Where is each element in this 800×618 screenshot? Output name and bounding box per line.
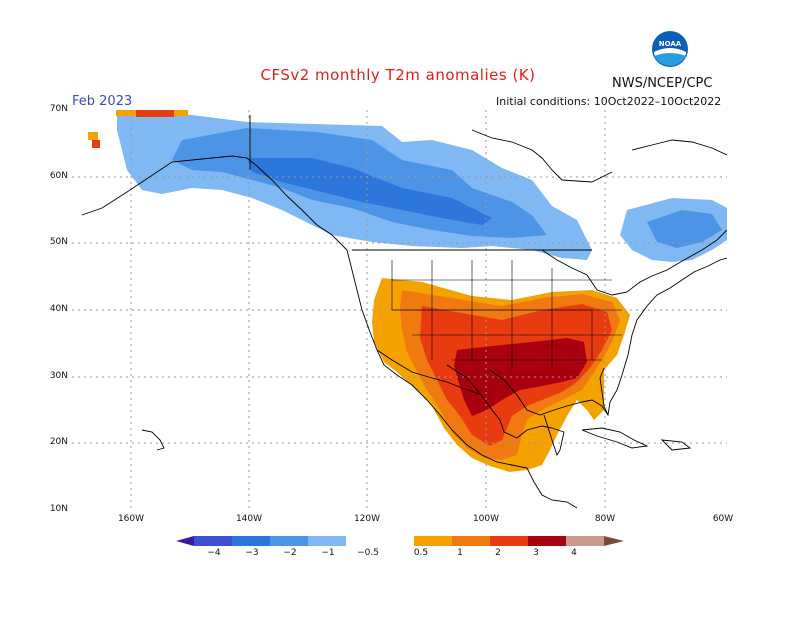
lat-label: 60N xyxy=(49,171,68,181)
colorbar-tick: 3 xyxy=(533,548,539,558)
lon-label: 100W xyxy=(472,514,500,524)
colorbar-tick: 4 xyxy=(571,548,577,558)
colorbar-swatch xyxy=(194,536,232,546)
lon-label: 60W xyxy=(712,514,734,524)
lat-label: 50N xyxy=(49,237,68,247)
north-warm-patches xyxy=(88,110,188,148)
colorbar-tick: −2 xyxy=(283,548,297,558)
colorbar-swatch xyxy=(528,536,566,546)
colorbar-swatch xyxy=(308,536,346,546)
colorbar-swatch xyxy=(346,536,414,546)
lat-label: 20N xyxy=(49,437,68,447)
colorbar-swatch xyxy=(232,536,270,546)
colorbar-swatch xyxy=(452,536,490,546)
chart-title: CFSv2 monthly T2m anomalies (K) xyxy=(260,66,536,84)
anomaly-map xyxy=(72,110,727,510)
agency-label: NWS/NCEP/CPC xyxy=(612,76,713,91)
colorbar-tick: 0.5 xyxy=(413,548,429,558)
colorbar-tick: −3 xyxy=(245,548,259,558)
colorbar-tick: −0.5 xyxy=(357,548,379,558)
lon-label: 160W xyxy=(117,514,145,524)
lat-label: 70N xyxy=(49,104,68,114)
colorbar-swatch xyxy=(566,536,604,546)
colorbar-swatch xyxy=(604,536,624,546)
colorbar-swatch xyxy=(490,536,528,546)
initial-conditions: Initial conditions: 10Oct2022–10Oct2022 xyxy=(496,95,722,108)
noaa-logo: NOAA xyxy=(651,30,689,68)
colorbar-tick: −4 xyxy=(207,548,221,558)
colorbar-tick: 1 xyxy=(457,548,463,558)
colorbar-swatch xyxy=(414,536,452,546)
cold-anomaly-region xyxy=(117,115,727,262)
colorbar xyxy=(176,536,624,546)
colorbar-swatch xyxy=(270,536,308,546)
lon-label: 120W xyxy=(353,514,381,524)
logo-text: NOAA xyxy=(659,40,682,48)
lon-label: 80W xyxy=(594,514,616,524)
lat-label: 40N xyxy=(49,304,68,314)
colorbar-tick: −1 xyxy=(321,548,335,558)
warm-anomaly-region xyxy=(372,278,630,472)
state-borders xyxy=(391,260,622,368)
lon-label: 140W xyxy=(235,514,263,524)
coastlines xyxy=(81,115,727,509)
forecast-month: Feb 2023 xyxy=(72,94,133,109)
lat-label: 10N xyxy=(49,504,68,514)
colorbar-swatch xyxy=(176,536,194,546)
lat-label: 30N xyxy=(49,371,68,381)
colorbar-tick: 2 xyxy=(495,548,501,558)
